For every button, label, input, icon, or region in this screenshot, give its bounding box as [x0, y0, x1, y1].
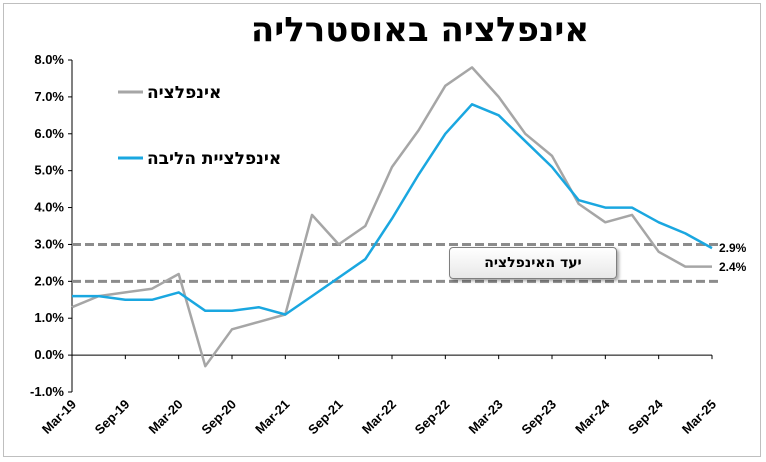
- end-value-label: 2.9%: [719, 241, 747, 255]
- y-tick-label: 2.0%: [34, 273, 64, 288]
- x-tick-label: Mar-19: [39, 397, 79, 437]
- chart-frame: [3, 3, 761, 457]
- x-tick-label: Sep-22: [412, 397, 453, 438]
- y-tick-label: 5.0%: [34, 163, 64, 178]
- series-line-inflation: [71, 66, 712, 368]
- y-tick-label: -1.0%: [30, 384, 64, 399]
- y-tick-label: 1.0%: [34, 310, 64, 325]
- x-tick-label: Sep-19: [92, 397, 133, 438]
- legend-label: אינפלציה: [147, 83, 221, 103]
- series-line-core-inflation: [72, 103, 713, 316]
- chart-title: אינפלציה באוסטרליה: [250, 10, 590, 50]
- y-tick-label: 7.0%: [34, 89, 64, 104]
- x-tick-label: Sep-21: [305, 397, 346, 438]
- legend-label: אינפלציית הליבה: [147, 149, 281, 169]
- y-tick-label: 4.0%: [34, 200, 64, 215]
- y-tick-label: 3.0%: [34, 236, 64, 251]
- x-tick-label: Sep-24: [625, 396, 666, 437]
- x-tick-label: Mar-25: [679, 397, 719, 437]
- y-tick-label: 8.0%: [34, 52, 64, 67]
- x-tick-label: Mar-23: [466, 397, 506, 437]
- x-tick-label: Sep-20: [198, 397, 239, 438]
- x-tick-label: Mar-20: [146, 397, 186, 437]
- x-tick-label: Mar-22: [359, 397, 399, 437]
- x-tick-label: Mar-24: [572, 396, 613, 437]
- end-value-label: 2.4%: [719, 260, 747, 274]
- x-tick-label: Sep-23: [518, 397, 559, 438]
- x-tick-label: Mar-21: [252, 397, 292, 437]
- y-tick-label: 6.0%: [34, 126, 64, 141]
- inflation-target-label: יעד האינפלציה: [449, 247, 617, 279]
- y-tick-label: 0.0%: [34, 347, 64, 362]
